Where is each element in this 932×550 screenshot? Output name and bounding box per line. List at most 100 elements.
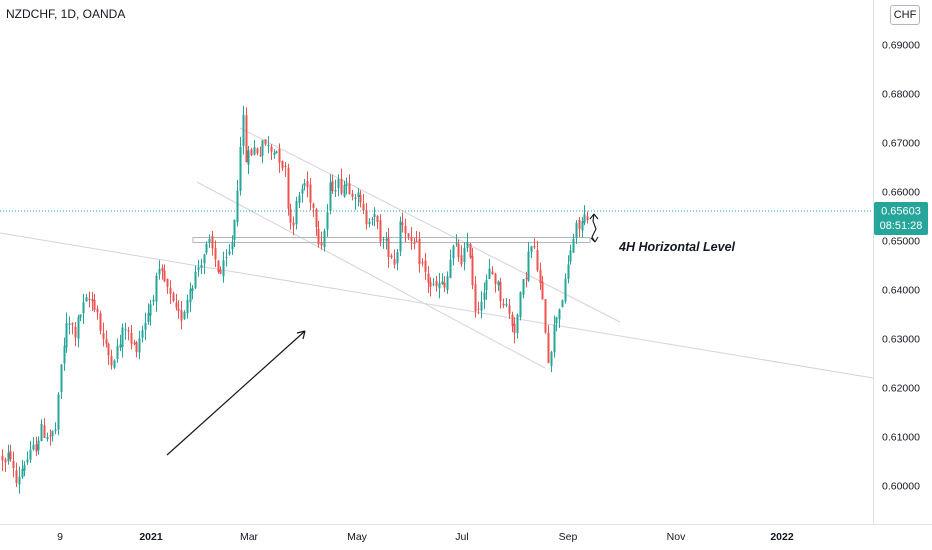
- candle-body: [354, 197, 357, 200]
- candle-body: [435, 280, 438, 287]
- candle-body: [331, 180, 334, 192]
- candle-body: [91, 298, 94, 302]
- candle-body: [65, 323, 68, 348]
- candle-body: [161, 267, 164, 272]
- candle-body: [26, 459, 29, 463]
- candle-body: [547, 332, 550, 364]
- candle-body: [105, 338, 108, 344]
- candle-body: [382, 239, 385, 241]
- candle-body: [116, 346, 119, 359]
- candle-body: [390, 255, 393, 258]
- candle-body: [309, 184, 312, 203]
- candle-body: [466, 242, 469, 248]
- candle-body: [575, 222, 578, 238]
- candle-body: [43, 425, 46, 438]
- candle-body: [550, 351, 553, 366]
- price-tick-label: 0.69000: [882, 40, 920, 52]
- candle-body: [256, 148, 259, 154]
- candle-body: [424, 260, 427, 272]
- horizontal-level-zone[interactable]: [192, 237, 591, 244]
- candle-body: [23, 465, 26, 471]
- candle-body: [569, 250, 572, 262]
- horizontal-level-label[interactable]: 4H Horizontal Level: [618, 240, 736, 254]
- candle-body: [113, 360, 116, 368]
- candle-body: [79, 314, 82, 318]
- candle-body: [301, 188, 304, 194]
- candle-body: [12, 460, 15, 469]
- candle-body: [511, 314, 514, 326]
- candle-body: [516, 314, 519, 334]
- candle-body: [343, 185, 346, 197]
- candle-body: [49, 435, 52, 437]
- candle-body: [250, 149, 253, 156]
- candle-body: [485, 280, 488, 291]
- candle-body: [278, 149, 281, 163]
- candle-body: [513, 323, 516, 334]
- candle-body: [121, 327, 124, 348]
- candle-body: [169, 288, 172, 294]
- channel-lower-trendline[interactable]: [196, 181, 546, 369]
- candle-body: [340, 178, 343, 194]
- candle-body: [186, 299, 189, 314]
- candle-body: [527, 251, 530, 281]
- candle-body: [544, 299, 547, 333]
- candle-body: [329, 182, 332, 211]
- candle-body: [295, 200, 298, 225]
- candle-body: [93, 300, 96, 310]
- symbol-title: NZDCHF, 1D, OANDA: [6, 7, 126, 21]
- candle-body: [138, 338, 141, 353]
- candle-body: [40, 423, 43, 442]
- candle-body: [415, 241, 418, 243]
- candle-body: [71, 323, 74, 325]
- price-tick-label: 0.66000: [882, 187, 920, 199]
- bounce-arrow[interactable]: [591, 213, 597, 243]
- candle-body: [273, 152, 276, 155]
- candle-body: [208, 238, 211, 243]
- candle-body: [522, 279, 525, 295]
- candle-body: [217, 260, 220, 272]
- candle-body: [29, 449, 32, 460]
- price-tick-label: 0.62000: [882, 383, 920, 395]
- candle-body: [233, 219, 236, 240]
- candle-body: [368, 221, 371, 225]
- candle-body: [432, 283, 435, 285]
- candle-body: [443, 282, 446, 288]
- price-tick-label: 0.63000: [882, 334, 920, 346]
- candle-body: [239, 146, 242, 191]
- currency-button[interactable]: CHF: [890, 5, 920, 25]
- candle-body: [483, 292, 486, 301]
- candle-body: [222, 260, 225, 277]
- candle-body: [135, 342, 138, 353]
- candle-body: [292, 222, 295, 226]
- candle-body: [247, 150, 250, 165]
- candle-body: [155, 275, 158, 302]
- candle-body: [533, 246, 536, 248]
- time-tick-label: 9: [57, 531, 63, 543]
- candle-body: [149, 304, 152, 316]
- long-term-trendline[interactable]: [0, 232, 874, 379]
- candle-body: [54, 429, 57, 432]
- candle-body: [102, 333, 105, 339]
- candle-body: [124, 328, 127, 330]
- candle-body: [452, 245, 455, 259]
- time-axis[interactable]: 9 2021 Mar May Jul Sep Nov 2022: [57, 531, 794, 543]
- candle-body: [259, 155, 262, 157]
- candle-body: [107, 344, 110, 356]
- candle-body: [21, 468, 24, 478]
- candle-body: [393, 259, 396, 265]
- candle-body: [525, 278, 528, 280]
- channel-upper-trendline[interactable]: [239, 127, 621, 323]
- candle-body: [203, 254, 206, 264]
- candle-body: [474, 284, 477, 312]
- price-axis[interactable]: 0.60000 0.61000 0.62000 0.63000 0.64000 0.650…: [882, 40, 920, 493]
- candle-body: [147, 312, 150, 323]
- price-tick-label: 0.65000: [882, 236, 920, 248]
- candle-body: [351, 193, 354, 197]
- candle-body: [242, 114, 245, 147]
- uptrend-arrow[interactable]: [166, 330, 306, 456]
- candle-body: [166, 278, 169, 287]
- candle-body: [441, 281, 444, 285]
- candle-body: [505, 304, 508, 306]
- drawings-layer[interactable]: [0, 127, 874, 456]
